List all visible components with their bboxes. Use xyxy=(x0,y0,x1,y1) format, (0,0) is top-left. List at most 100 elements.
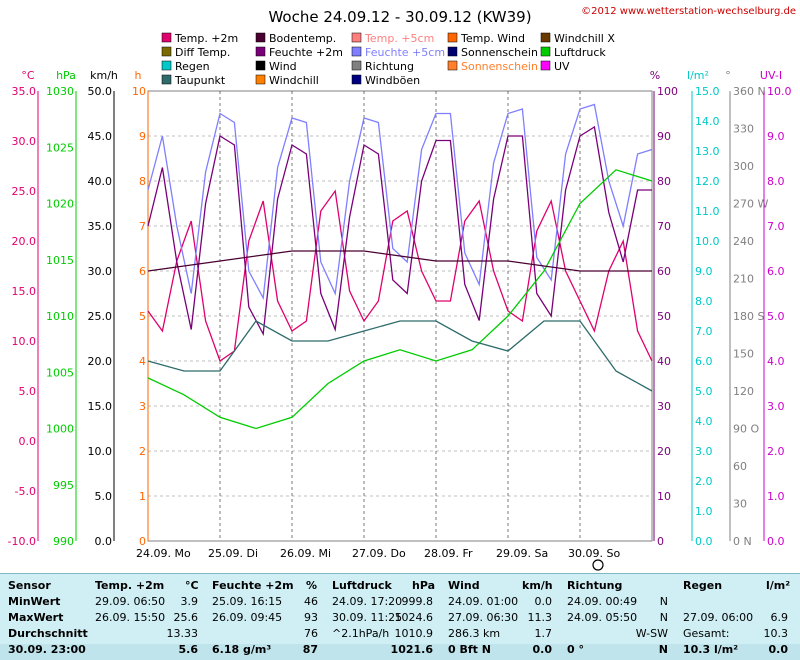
axis-tick-celsius: 25.0 xyxy=(12,185,37,198)
table-cell-wind-time: 24.09. 01:00 xyxy=(448,595,519,608)
legend-label: Regen xyxy=(175,60,210,73)
table-cell-dir-time: 24.09. 05:50 xyxy=(567,611,638,624)
table-cell-hum-val: 93 xyxy=(304,611,318,624)
day-label: 29.09. Sa xyxy=(496,547,548,560)
hdr-sensor: Sensor xyxy=(8,579,51,592)
axis-tick-rain: 13.0 xyxy=(695,145,720,158)
table-cell-rain-val: 10.3 xyxy=(763,627,789,640)
table-cell-dir-val: N xyxy=(659,611,668,624)
axis-tick-hpa: 1010 xyxy=(46,310,74,323)
axis-tick-rain: 15.0 xyxy=(695,85,720,98)
table-cell-label: MaxWert xyxy=(8,611,64,624)
legend-label: UV xyxy=(554,60,570,73)
legend-label: Sonnenschein xyxy=(461,60,538,73)
legend-swatch xyxy=(447,46,458,57)
legend-swatch xyxy=(255,74,266,85)
hdr-hum-unit: % xyxy=(306,579,318,592)
axis-tick-kmh: 5.0 xyxy=(95,490,113,503)
table-cell-hum-val: 87 xyxy=(302,643,318,656)
table-cell-rain-val: 0.0 xyxy=(768,643,789,656)
axis-tick-uv: 9.0 xyxy=(767,130,785,143)
day-label: 27.09. Do xyxy=(352,547,406,560)
table-cell-press-time: 30.09. 11:25 xyxy=(332,611,403,624)
axis-unit-percent: % xyxy=(650,69,660,82)
axis-tick-hours: 9 xyxy=(139,130,146,143)
axis-tick-uv: 8.0 xyxy=(767,175,785,188)
hdr-press: Luftdruck xyxy=(332,579,392,592)
axis-tick-kmh: 15.0 xyxy=(88,400,113,413)
weather-chart: Woche 24.09.12 - 30.09.12 (KW39) ©2012 ww… xyxy=(8,6,796,571)
legend-label: Richtung xyxy=(365,60,414,73)
axis-tick-rain: 14.0 xyxy=(695,115,720,128)
axis-tick-hpa: 1025 xyxy=(46,141,74,154)
legend-label: Windböen xyxy=(365,74,420,87)
table-cell-temp-val: 13.33 xyxy=(166,627,199,640)
legend-swatch xyxy=(161,46,172,57)
axis-unit-kmh: km/h xyxy=(90,69,118,82)
axis-tick-celsius: -5.0 xyxy=(15,485,36,498)
axis-tick-celsius: 5.0 xyxy=(19,385,37,398)
axis-tick-hpa: 995 xyxy=(53,479,74,492)
legend-swatch xyxy=(255,46,266,57)
legend-swatch xyxy=(540,60,551,71)
table-cell-press-val: 1010.9 xyxy=(394,627,434,640)
table-cell-hum-time: 26.09. 09:45 xyxy=(212,611,283,624)
axis-tick-degree: 270 W xyxy=(733,198,768,211)
table-cell-temp-val: 3.9 xyxy=(180,595,199,608)
axis-tick-percent: 100 xyxy=(657,85,678,98)
axis-tick-percent: 70 xyxy=(657,220,671,233)
table-cell-dir-time: 24.09. 00:49 xyxy=(567,595,638,608)
hdr-wind-unit: km/h xyxy=(522,579,553,592)
legend-label: Windchill X xyxy=(554,32,615,45)
axis-tick-rain: 6.0 xyxy=(695,355,713,368)
table-cell-temp-val: 5.6 xyxy=(178,643,199,656)
legend-swatch xyxy=(351,60,362,71)
axis-tick-celsius: 30.0 xyxy=(12,135,37,148)
axis-tick-hours: 7 xyxy=(139,220,146,233)
legend-label: Taupunkt xyxy=(174,74,226,87)
axis-tick-degree: 120 xyxy=(733,385,754,398)
axis-tick-degree: 60 xyxy=(733,460,747,473)
legend-label: Wind xyxy=(269,60,297,73)
axis-tick-uv: 2.0 xyxy=(767,445,785,458)
axis-tick-hours: 1 xyxy=(139,490,146,503)
legend-swatch xyxy=(161,60,172,71)
axis-tick-hpa: 1005 xyxy=(46,366,74,379)
hdr-dir: Richtung xyxy=(567,579,623,592)
axis-tick-rain: 5.0 xyxy=(695,385,713,398)
table-cell-wind-time: 286.3 km xyxy=(448,627,501,640)
axis-tick-kmh: 20.0 xyxy=(88,355,113,368)
legend-swatch xyxy=(351,46,362,57)
legend-label: Temp. Wind xyxy=(460,32,525,45)
table-cell-rain-time: 10.3 l/m² xyxy=(683,643,739,656)
legend-label: Windchill xyxy=(269,74,319,87)
legend-swatch xyxy=(351,74,362,85)
axis-tick-percent: 10 xyxy=(657,490,671,503)
axis-tick-kmh: 45.0 xyxy=(88,130,113,143)
table-cell-press-time: 24.09. 17:20 xyxy=(332,595,403,608)
table-cell-press-val: 1024.6 xyxy=(394,611,434,624)
axis-tick-rain: 9.0 xyxy=(695,265,713,278)
axis-tick-hours: 10 xyxy=(132,85,146,98)
chart-title: Woche 24.09.12 - 30.09.12 (KW39) xyxy=(268,8,531,26)
axis-tick-celsius: 15.0 xyxy=(12,285,37,298)
table-cell-wind-val: 11.3 xyxy=(527,611,553,624)
legend-label: Bodentemp. xyxy=(269,32,336,45)
axis-tick-uv: 0.0 xyxy=(767,535,785,548)
table-cell-rain-val: 6.9 xyxy=(770,611,789,624)
axis-tick-uv: 3.0 xyxy=(767,400,785,413)
axis-unit-celsius: °C xyxy=(21,69,35,82)
current-row-bg xyxy=(0,644,800,660)
axis-tick-rain: 1.0 xyxy=(695,505,713,518)
table-cell-dir-val: N xyxy=(658,643,668,656)
legend-label: Temp. +5cm xyxy=(364,32,434,45)
copyright-text: ©2012 www.wetterstation-wechselburg.de xyxy=(581,6,796,17)
hdr-wind: Wind xyxy=(448,579,480,592)
table-cell-hum-time: 25.09. 16:15 xyxy=(212,595,283,608)
table-cell-wind-val: 1.7 xyxy=(534,627,553,640)
axis-tick-rain: 8.0 xyxy=(695,295,713,308)
axis-unit-degree: ° xyxy=(725,69,731,82)
axis-tick-hpa: 1015 xyxy=(46,254,74,267)
table-cell-wind-val: 0.0 xyxy=(534,595,553,608)
axis-tick-degree: 30 xyxy=(733,498,747,511)
